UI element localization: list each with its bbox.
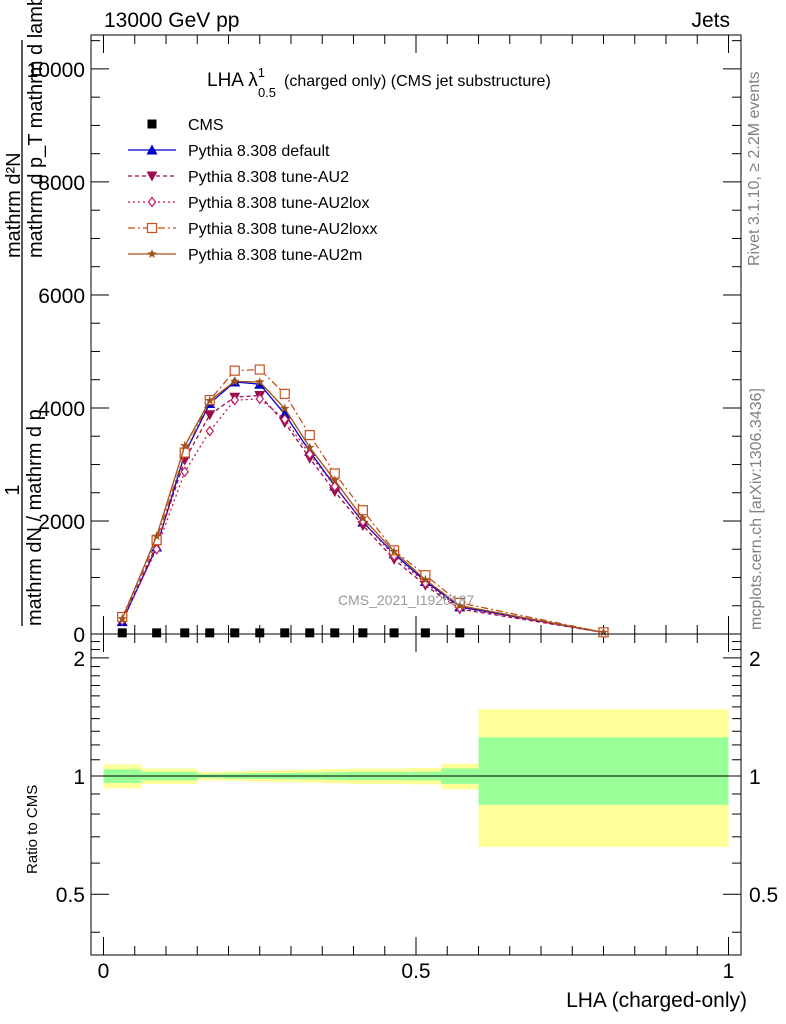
legend-marker xyxy=(146,171,158,182)
series-line xyxy=(121,380,604,634)
y-axis-label: 1 mathrm dN / mathrm d p mathrm d²N math… xyxy=(2,0,47,626)
legend-marker xyxy=(146,222,158,234)
svg-text:mathrm d p_T mathrm d lambda: mathrm d p_T mathrm d lambda xyxy=(25,0,47,258)
data-point xyxy=(330,475,340,485)
data-point xyxy=(305,628,315,638)
data-point xyxy=(420,574,431,584)
ratio-y-axis-label: Ratio to CMS xyxy=(24,785,41,874)
data-point xyxy=(455,628,465,638)
series-layer xyxy=(116,364,609,639)
data-point xyxy=(330,481,340,492)
ratio-tick-label-left: 2 xyxy=(73,648,85,671)
series-0 xyxy=(117,628,465,638)
data-point xyxy=(255,377,265,386)
data-point xyxy=(204,410,216,421)
data-point xyxy=(152,543,161,555)
mcplots-reference-label: mcplots.cern.ch [arXiv:1306.3436] xyxy=(748,388,765,630)
data-point xyxy=(358,513,368,523)
data-point xyxy=(330,628,340,638)
svg-text:mathrm d²N: mathrm d²N xyxy=(3,152,25,258)
y-tick-label: 0 xyxy=(73,624,85,647)
header-energy-label: 13000 GeV pp xyxy=(104,9,240,32)
series-line xyxy=(121,368,604,633)
data-point xyxy=(205,628,215,638)
data-point xyxy=(280,403,290,413)
y-tick-label: 10000 xyxy=(27,59,85,82)
data-point xyxy=(280,413,290,425)
legend-label: Pythia 8.308 tune-AU2loxx xyxy=(188,221,377,238)
header-process-label: Jets xyxy=(691,9,730,32)
data-point xyxy=(230,376,240,386)
legend-marker xyxy=(147,249,157,258)
legend-marker xyxy=(146,144,158,155)
data-point xyxy=(117,628,127,638)
data-point xyxy=(598,627,609,637)
ratio-axis-ticks: 0.5 0.5 1 1 2 2 xyxy=(56,641,778,933)
data-point xyxy=(389,546,399,556)
data-point xyxy=(280,628,290,638)
legend-label: Pythia 8.308 default xyxy=(188,143,330,160)
data-point xyxy=(179,455,191,466)
ratio-tick-label-left: 0.5 xyxy=(56,884,85,907)
data-point xyxy=(117,613,127,623)
data-point xyxy=(230,394,240,406)
data-point xyxy=(455,600,465,610)
x-tick-label: 0.5 xyxy=(401,960,430,983)
data-point xyxy=(358,628,368,638)
ratio-tick-label-left: 1 xyxy=(73,766,85,789)
x-tick-label: 1 xyxy=(723,960,735,983)
series-line xyxy=(121,398,604,634)
ratio-plot-frame xyxy=(90,633,742,956)
data-point xyxy=(279,388,290,399)
data-point xyxy=(420,628,430,638)
data-point xyxy=(180,440,190,450)
data-point xyxy=(389,628,399,638)
legend-label: Pythia 8.308 tune-AU2lox xyxy=(188,195,369,212)
ratio-bands xyxy=(103,709,729,847)
data-point xyxy=(305,442,315,452)
ratio-tick-label-right: 1 xyxy=(749,766,761,789)
legend-marker xyxy=(147,196,157,208)
ratio-tick-label-right: 0.5 xyxy=(749,884,778,907)
data-point xyxy=(151,531,162,541)
data-point xyxy=(305,448,315,460)
data-point xyxy=(152,628,162,638)
data-point xyxy=(180,628,190,638)
data-point xyxy=(255,628,265,638)
legend-label: Pythia 8.308 tune-AU2 xyxy=(188,169,349,186)
data-point xyxy=(180,466,190,478)
data-point xyxy=(254,364,265,375)
chart-title: LHA λ1 0.5(charged only) (CMS jet substru… xyxy=(207,65,551,100)
y-tick-label: 4000 xyxy=(38,398,85,421)
series-5 xyxy=(117,376,609,637)
legend-marker xyxy=(147,119,157,129)
x-axis-label: LHA (charged-only) xyxy=(566,989,747,1012)
data-point xyxy=(205,425,215,437)
data-point xyxy=(329,487,341,498)
y-tick-label: 6000 xyxy=(38,285,85,308)
y-tick-label: 2000 xyxy=(38,511,85,534)
legend-label: CMS xyxy=(188,117,224,134)
data-point xyxy=(255,393,265,405)
data-point xyxy=(205,395,215,405)
svg-text:1: 1 xyxy=(2,484,24,495)
data-point xyxy=(304,429,315,441)
x-tick-label: 0 xyxy=(98,960,110,983)
main-axis-ticks: 0 2000 4000 6000 8000 10000 0 0.5 1 xyxy=(27,35,741,983)
svg-text:mathrm dN / mathrm d p: mathrm dN / mathrm d p xyxy=(24,409,46,626)
ratio-band-green xyxy=(478,737,729,805)
y-tick-label: 8000 xyxy=(38,172,85,195)
watermark: CMS_2021_I1920187 xyxy=(338,592,474,608)
legend: CMS Pythia 8.308 default Pythia 8.308 tune… xyxy=(128,117,377,264)
legend-label: Pythia 8.308 tune-AU2m xyxy=(188,247,362,264)
data-point xyxy=(279,408,291,419)
ratio-tick-label-right: 2 xyxy=(749,648,761,671)
data-point xyxy=(229,365,240,376)
data-point xyxy=(230,628,240,638)
rivet-version-label: Rivet 3.1.10, ≥ 2.2M events xyxy=(746,71,763,266)
